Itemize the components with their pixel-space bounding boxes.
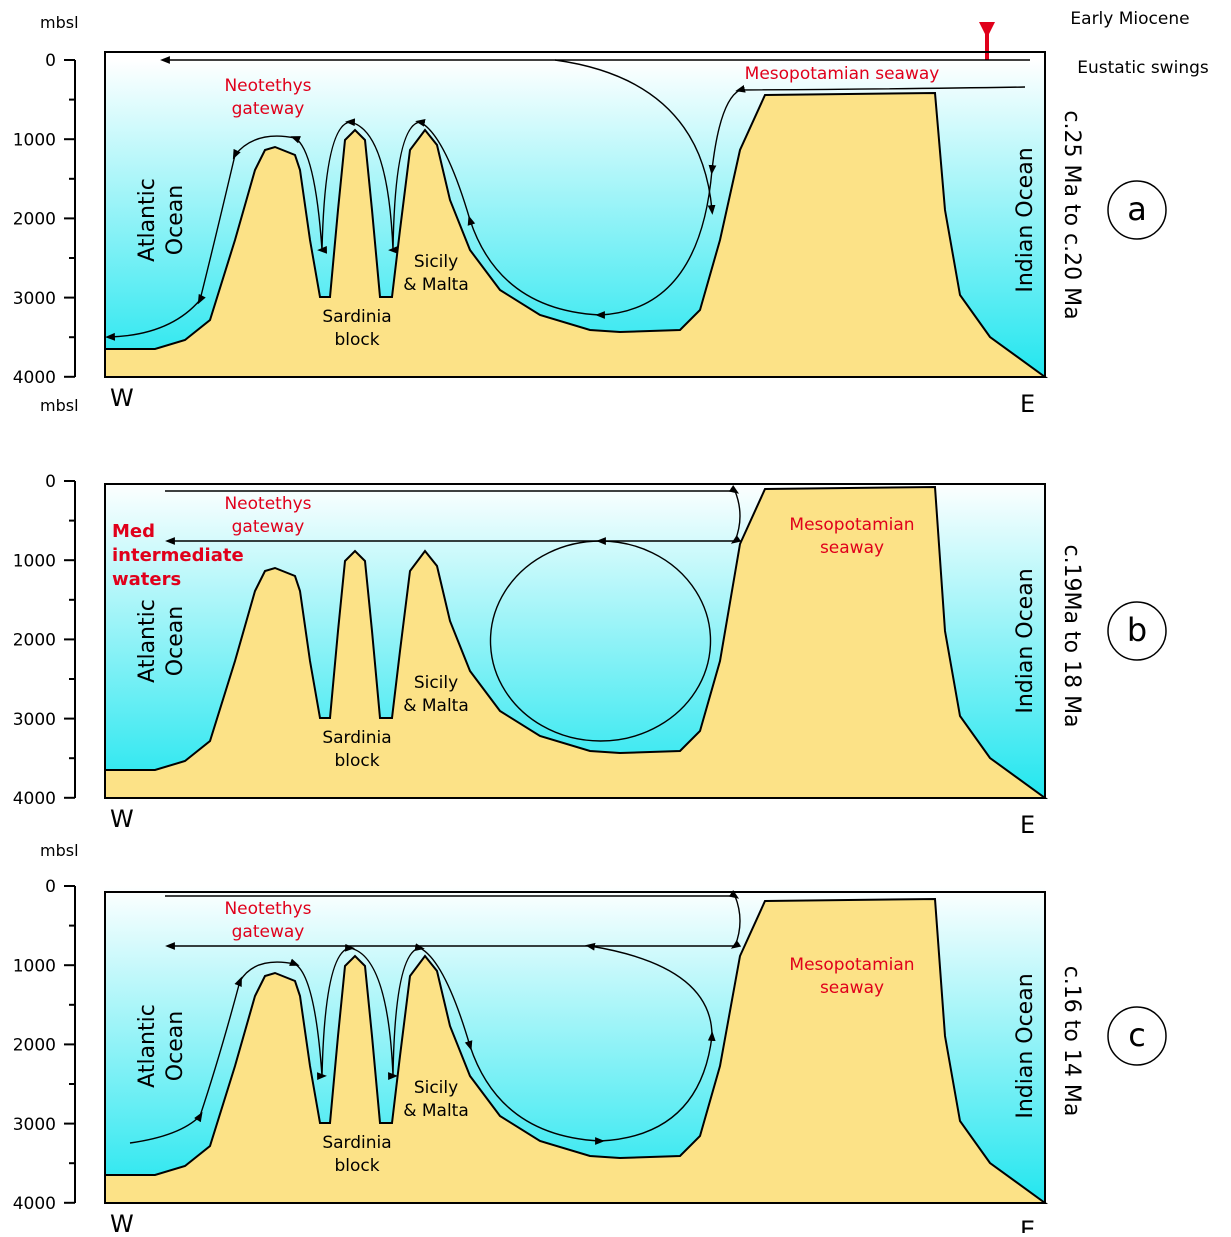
- indian-label: Indian Ocean: [1013, 147, 1038, 292]
- y-tick-label: 2000: [13, 210, 56, 230]
- panel: 0 1000 2000 3000 4000 mbsl W E Atlantic Ocean Indi…: [13, 396, 1167, 839]
- atlantic-label: Atlantic: [135, 178, 160, 262]
- mesopotamian-label: Mesopotamian: [789, 955, 914, 975]
- eustatic-label: Eustatic swings: [1077, 58, 1209, 78]
- y-tick-label: 0: [45, 51, 56, 71]
- neotethys-label: gateway: [232, 922, 305, 942]
- neotethys-label: Neotethys: [224, 494, 311, 514]
- indian-label: Indian Ocean: [1013, 973, 1038, 1118]
- indian: Indian Ocean: [1013, 973, 1038, 1118]
- atlantic-label: Atlantic: [135, 1004, 160, 1088]
- sardinia-label: Sardinia: [322, 307, 391, 327]
- west-label: W: [110, 1210, 134, 1233]
- east-label: E: [1020, 1216, 1035, 1233]
- sicily-label: & Malta: [403, 696, 469, 716]
- sardinia-label: block: [334, 330, 379, 350]
- panel-frame: [104, 483, 1046, 799]
- y-tick-label: 4000: [13, 1194, 56, 1214]
- atlantic-label: Ocean: [163, 185, 188, 255]
- circulation-arrow: [129, 942, 716, 1145]
- y-tick-label: 4000: [13, 368, 56, 388]
- neotethys-label: Neotethys: [224, 899, 311, 919]
- indian: Indian Ocean: [1013, 568, 1038, 713]
- axis-unit: mbsl: [40, 13, 79, 32]
- panel-letter: c: [1128, 1016, 1146, 1054]
- panel: 0 1000 2000 3000 4000 mbsl W E Atlantic Ocean Indi…: [13, 841, 1167, 1237]
- panel-letter: b: [1127, 611, 1147, 649]
- circulation-arrow: [165, 485, 742, 545]
- neotethys-label: gateway: [232, 99, 305, 119]
- sardinia-label: block: [334, 1156, 379, 1176]
- age: c.25 Ma to c.20 Ma: [1059, 110, 1084, 319]
- sicily-label: Sicily: [414, 252, 458, 272]
- mesopotamian-label: seaway: [820, 538, 884, 558]
- atlantic: Atlantic Ocean: [135, 1004, 188, 1088]
- circulation-arrow: [554, 59, 716, 215]
- sicily-label: Sicily: [414, 1078, 458, 1098]
- y-tick-label: 3000: [13, 289, 56, 309]
- med-label: waters: [112, 569, 181, 590]
- y-tick-label: 4000: [13, 789, 56, 809]
- age-label: c.19Ma to 18 Ma: [1059, 544, 1084, 727]
- axis-unit: mbsl: [40, 396, 79, 415]
- east-label: E: [1020, 390, 1035, 418]
- indian: Indian Ocean: [1013, 147, 1038, 292]
- mesopotamian-label: seaway: [820, 978, 884, 998]
- sardinia-label: Sardinia: [322, 728, 391, 748]
- med-label: Med: [112, 521, 155, 542]
- circulation-arrow: [489, 537, 712, 742]
- axis-unit: mbsl: [40, 841, 79, 860]
- panel-letter: a: [1127, 190, 1147, 228]
- indian-label: Indian Ocean: [1013, 568, 1038, 713]
- circulation-arrow: [165, 890, 742, 950]
- age-label: c.16 to 14 Ma: [1059, 966, 1084, 1117]
- west-label: W: [110, 805, 134, 833]
- y-tick-label: 1000: [13, 551, 56, 571]
- sicily-label: & Malta: [403, 275, 469, 295]
- mesopotamian-label: Mesopotamian: [789, 515, 914, 535]
- letter-circle: [1107, 180, 1167, 240]
- sicily-label: Sicily: [414, 673, 458, 693]
- period-label: Early Miocene: [1070, 9, 1189, 29]
- panel: 0 1000 2000 3000 4000 mbsl W E Atlantic Ocean Indi…: [13, 13, 1167, 418]
- age: c.16 to 14 Ma: [1059, 966, 1084, 1117]
- sardinia-label: block: [334, 751, 379, 771]
- mesopotamian-label: Mesopotamian seaway: [745, 64, 940, 84]
- y-tick-label: 0: [45, 472, 56, 492]
- letter-circle: [1107, 601, 1167, 661]
- panel-frame: [104, 51, 1046, 378]
- y-tick-label: 3000: [13, 1115, 56, 1135]
- age: c.19Ma to 18 Ma: [1059, 544, 1084, 727]
- y-tick-label: 3000: [13, 710, 56, 730]
- east-label: E: [1020, 811, 1035, 839]
- neotethys-label: Neotethys: [224, 76, 311, 96]
- y-tick-label: 0: [45, 877, 56, 897]
- seafloor: [104, 485, 1049, 799]
- y-tick-label: 1000: [13, 956, 56, 976]
- circulation-arrow: [105, 85, 1026, 341]
- west-label: W: [110, 384, 134, 412]
- y-tick-label: 2000: [13, 631, 56, 651]
- atlantic-label: Ocean: [163, 1011, 188, 1081]
- sardinia-label: Sardinia: [322, 1133, 391, 1153]
- sicily-label: & Malta: [403, 1101, 469, 1121]
- atlantic: Atlantic Ocean: [135, 599, 188, 683]
- neotethys-label: gateway: [232, 517, 305, 537]
- atlantic-label: Ocean: [163, 606, 188, 676]
- atlantic: Atlantic Ocean: [135, 178, 188, 262]
- y-tick-label: 1000: [13, 130, 56, 150]
- letter-circle: [1107, 1006, 1167, 1066]
- med-label: intermediate: [112, 545, 244, 566]
- y-tick-label: 2000: [13, 1036, 56, 1056]
- age-label: c.25 Ma to c.20 Ma: [1059, 110, 1084, 319]
- atlantic-label: Atlantic: [135, 599, 160, 683]
